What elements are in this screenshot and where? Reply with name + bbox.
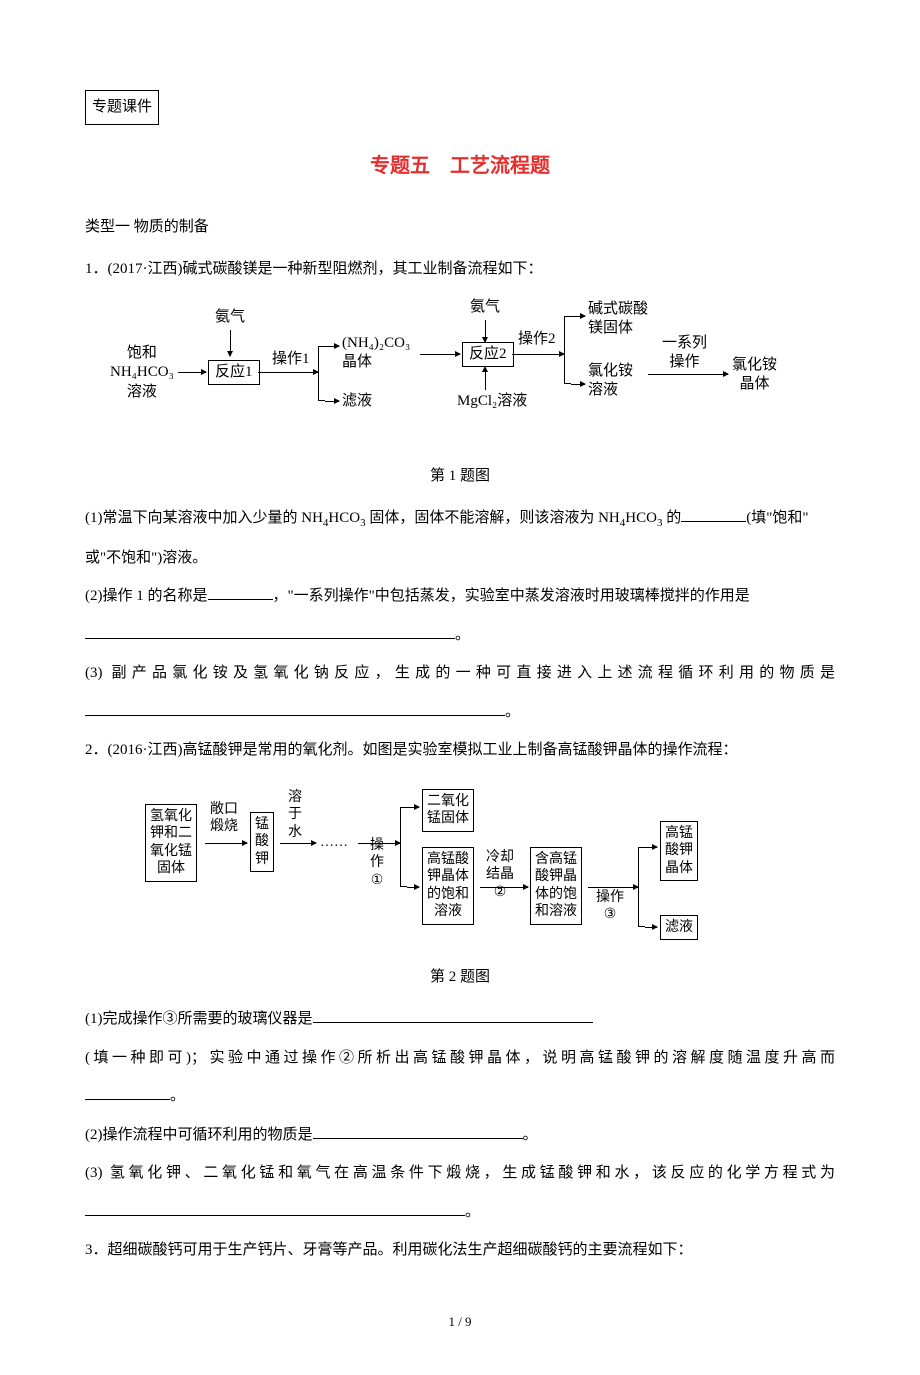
page-number: 1 / 9	[85, 1310, 835, 1335]
d1-bracket	[564, 316, 571, 384]
d2-koh: 氢氧化 钾和二 氧化锰 固体	[145, 804, 197, 882]
d1-rx2: 反应2	[462, 342, 514, 368]
d1-filtrate: 滤液	[342, 392, 372, 412]
d1-basic-mg: 碱式碳酸 镁固体	[588, 300, 648, 339]
q1-sub1b: 或"不饱和")溶液。	[85, 544, 835, 573]
q1-caption: 第 1 题图	[85, 462, 835, 491]
d1-series: 一系列 操作	[662, 334, 707, 373]
d1-arrow	[230, 330, 231, 356]
d1-arrow	[512, 354, 564, 355]
d2-arrow	[645, 927, 657, 928]
d2-k2mno4: 锰 酸 钾	[250, 812, 274, 873]
d2-arrow	[645, 847, 657, 848]
d1-arrow	[325, 401, 339, 402]
d2-mno2: 二氧化 锰固体	[422, 789, 474, 832]
d1-arrow	[485, 320, 486, 342]
d2-bracket	[638, 847, 645, 927]
q2-sub3b: 。	[85, 1198, 835, 1227]
d1-arrow	[178, 372, 206, 373]
d1-arrow	[258, 372, 318, 373]
q2-stem: 2．(2016·江西)高锰酸钾是常用的氧化剂。如图是实验室模拟工业上制备高锰酸钾…	[85, 736, 835, 765]
d1-nh3-2: 氨气	[470, 298, 500, 318]
section-heading: 类型一 物质的制备	[85, 213, 835, 242]
q3-stem: 3．超细碳酸钙可用于生产钙片、牙膏等产品。利用碳化法生产超细碳酸钙的主要流程如下…	[85, 1236, 835, 1265]
d1-bracket	[318, 346, 325, 401]
d1-op2: 操作2	[518, 330, 556, 350]
d2-arrow	[205, 843, 247, 844]
d2-arrow	[480, 887, 528, 888]
d1-op1: 操作1	[272, 350, 310, 370]
d1-arrow	[325, 346, 339, 347]
d1-nh4cl-crystal: 氯化铵 晶体	[732, 356, 777, 395]
d2-arrow	[358, 843, 400, 844]
q1-stem: 1．(2017·江西)碱式碳酸镁是一种新型阻燃剂，其工业制备流程如下：	[85, 255, 835, 284]
d2-burn: 敞口 煅烧	[210, 801, 238, 836]
d1-sat: 饱和 NH₄HCO₃ 溶液	[110, 344, 174, 403]
d1-mgcl2: MgCl₂溶液	[457, 392, 527, 412]
q2-diagram: 氢氧化 钾和二 氧化锰 固体 敞口 煅烧 锰 酸 钾 溶 于 水 …… 操 作 …	[85, 779, 835, 949]
q1-sub3: (3) 副产品氯化铵及氢氧化钠反应，生成的一种可直接进入上述流程循环利用的物质是	[85, 659, 835, 688]
q2-sub1c: 。	[85, 1082, 835, 1111]
d1-arrow	[648, 374, 728, 375]
q2-sub3: (3) 氢氧化钾、二氧化锰和氧气在高温条件下煅烧，生成锰酸钾和水，该反应的化学方…	[85, 1159, 835, 1188]
d2-bracket	[400, 807, 407, 887]
d1-arrow	[571, 316, 585, 317]
d1-nh4cl: 氯化铵 溶液	[588, 362, 633, 401]
q2-sub1b: (填一种即可)；实验中通过操作②所析出高锰酸钾晶体，说明高锰酸钾的溶解度随温度升…	[85, 1044, 835, 1073]
q2-caption: 第 2 题图	[85, 963, 835, 992]
d2-contain: 含高锰 酸钾晶 体的饱 和溶液	[530, 847, 582, 925]
d2-dots: ……	[320, 834, 348, 852]
q1-sub1: (1)常温下向某溶液中加入少量的 NH4HCO3 固体，固体不能溶解，则该溶液为…	[85, 504, 835, 534]
q1-sub3b: 。	[85, 698, 835, 727]
d1-arrowhead	[482, 366, 488, 372]
d2-arrow	[588, 887, 638, 888]
d1-arrow	[571, 384, 585, 385]
q2-sub2: (2)操作流程中可循环利用的物质是。	[85, 1121, 835, 1150]
q1-sub2b: 。	[85, 621, 835, 650]
d2-kmno4-sat: 高锰酸 钾晶体 的饱和 溶液	[422, 847, 474, 925]
d2-cool: 冷却 结晶 ②	[486, 849, 514, 902]
d1-rx1: 反应1	[208, 360, 260, 386]
d1-nh4co3: (NH₄)₂CO₃ 晶体	[342, 334, 410, 373]
d1-nh3-1: 氨气	[215, 308, 245, 328]
d2-op3: 操作 ③	[596, 889, 624, 924]
d2-kmno4: 高锰 酸钾 晶体	[660, 821, 698, 882]
d2-arrow	[407, 887, 419, 888]
main-title: 专题五 工艺流程题	[85, 147, 835, 185]
topic-label: 专题课件	[85, 90, 159, 125]
d2-dissolve: 溶 于 水	[288, 789, 302, 842]
d2-op1: 操 作 ①	[370, 837, 384, 890]
d2-arrow	[407, 807, 419, 808]
q1-diagram: 氨气 饱和 NH₄HCO₃ 溶液 反应1 操作1 (NH₄)₂CO₃ 晶体 滤液…	[85, 298, 835, 448]
d1-arrow	[420, 354, 460, 355]
d2-filtrate: 滤液	[660, 915, 698, 941]
q2-sub1: (1)完成操作③所需要的玻璃仪器是	[85, 1005, 835, 1034]
d2-arrow	[280, 843, 316, 844]
q1-sub2: (2)操作 1 的名称是，"一系列操作"中包括蒸发，实验室中蒸发溶液时用玻璃棒搅…	[85, 582, 835, 611]
